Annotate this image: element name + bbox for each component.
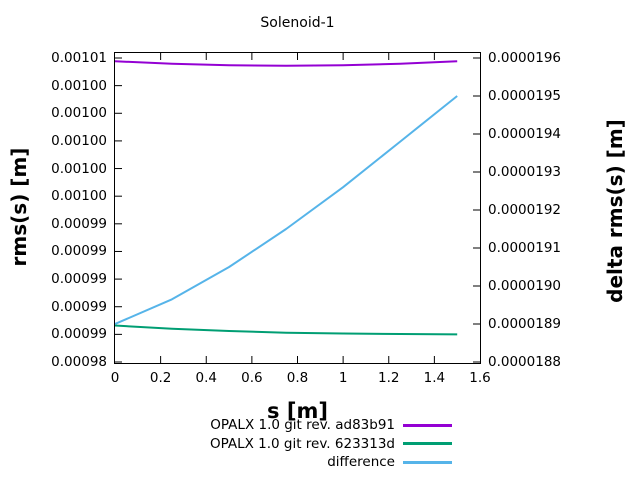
y1-tick-label: 0.00100	[51, 160, 107, 177]
y1-tick-label: 0.00098	[51, 354, 107, 370]
series-line-2	[115, 95, 458, 325]
series-line-1	[115, 324, 458, 336]
x-tick-label: 0.6	[241, 370, 263, 386]
y1-tick-label: 0.00099	[51, 215, 107, 232]
x-axis-label: s [m]	[267, 399, 328, 423]
legend-item: OPALX 1.0 git rev. ad83b91	[210, 416, 452, 434]
x-tick-label: 0.4	[195, 370, 217, 386]
x-tick-label: 0	[110, 370, 120, 386]
y2-tick-label: 0.0000190	[488, 278, 562, 294]
plot-canvas	[115, 53, 480, 363]
y-axis-label: rms(s) [m]	[7, 147, 31, 267]
legend-line-swatch	[403, 423, 452, 427]
plot-area	[114, 52, 481, 364]
x-tick-label: 1.2	[378, 370, 400, 386]
x-tick-label: 0.8	[286, 370, 309, 386]
y1-tick-label: 0.00101	[51, 50, 107, 66]
y1-tick-label: 0.00100	[51, 188, 107, 205]
y2-tick-label: 0.0000194	[488, 126, 562, 142]
y1-tick-label: 0.00099	[51, 326, 107, 343]
y1-tick-label: 0.00099	[51, 298, 107, 315]
legend-line-swatch	[403, 442, 452, 445]
y1-tick-label: 0.00100	[51, 132, 107, 149]
legend-item-label: OPALX 1.0 git rev. ad83b91	[210, 417, 395, 433]
legend-item-label: difference	[327, 454, 395, 470]
x-tick-label: 1	[338, 370, 348, 386]
y2-tick-label: 0.0000188	[488, 354, 562, 370]
y2-tick-label: 0.0000195	[488, 88, 562, 104]
x-tick-label: 1.6	[469, 370, 491, 386]
y2-axis-label: delta rms(s) [m]	[603, 119, 627, 303]
y1-tick-label: 0.00099	[51, 271, 107, 288]
y2-tick-label: 0.0000196	[488, 50, 562, 66]
y2-tick-label: 0.0000192	[488, 202, 562, 218]
series-line-0	[115, 60, 458, 67]
legend-item-label: OPALX 1.0 git rev. 623313d	[209, 435, 395, 452]
y2-tick-label: 0.0000189	[488, 316, 562, 332]
y2-tick-label: 0.0000193	[488, 164, 562, 180]
y2-tick-label: 0.0000191	[488, 240, 562, 256]
x-tick-label: 0.2	[149, 370, 172, 386]
legend-line-swatch	[403, 460, 452, 464]
chart-title: Solenoid-1	[260, 15, 335, 31]
y1-tick-label: 0.00099	[51, 243, 107, 260]
x-tick-label: 1.4	[423, 370, 446, 386]
y1-tick-label: 0.00100	[51, 105, 107, 122]
legend-item: difference	[327, 453, 452, 471]
legend-item: OPALX 1.0 git rev. 623313d	[210, 435, 452, 453]
y1-tick-label: 0.00100	[51, 77, 107, 94]
